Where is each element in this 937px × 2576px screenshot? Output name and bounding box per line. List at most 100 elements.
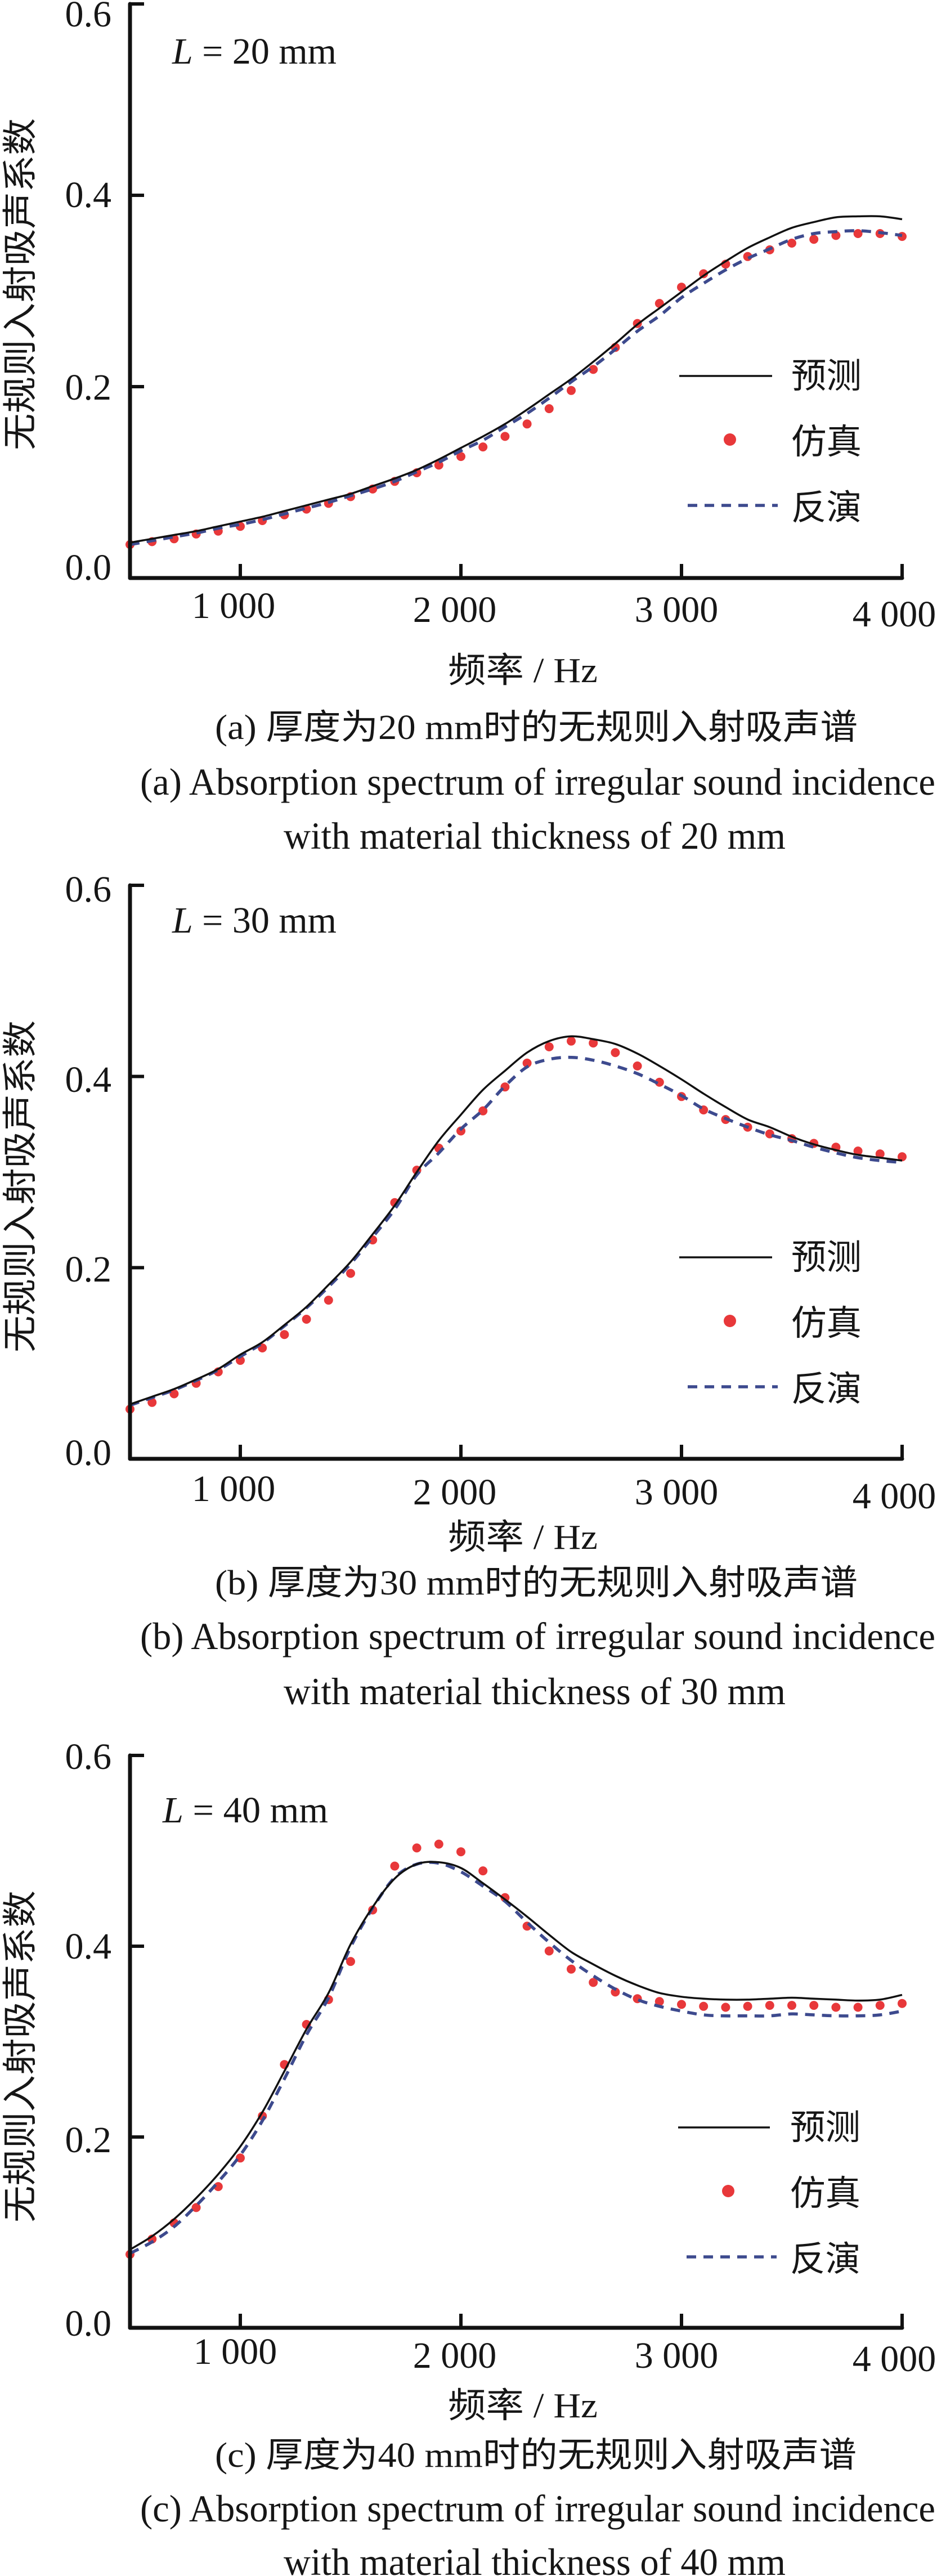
series-simulated-point bbox=[522, 1058, 532, 1068]
legend: 预测 仿真 反演 bbox=[679, 357, 862, 527]
annotation-value: = 20 mm bbox=[193, 31, 337, 72]
series-simulated-point bbox=[853, 1146, 863, 1156]
legend-label-predicted: 预测 bbox=[790, 2109, 860, 2147]
series-simulated-points bbox=[125, 1036, 907, 1414]
series-simulated-point bbox=[589, 1038, 598, 1048]
series-predicted-line bbox=[129, 1861, 903, 2251]
series-inverted-line bbox=[129, 1861, 903, 2255]
caption-en-line-2: with material thickness of 20 mm bbox=[284, 814, 786, 857]
x-tick-label-1000: 1 000 bbox=[194, 2331, 277, 2372]
series-simulated-points bbox=[125, 1839, 907, 2259]
legend-marker-swatch bbox=[724, 1315, 736, 1327]
legend-label-inverted: 反演 bbox=[790, 2241, 860, 2279]
series-simulated-points bbox=[125, 229, 907, 549]
caption-en-line-2: with material thickness of 30 mm bbox=[284, 1670, 786, 1713]
y-tick-label-0.4: 0.4 bbox=[65, 1926, 112, 1967]
series-simulated-point bbox=[898, 1999, 907, 2008]
y-tick-label-0.0: 0.0 bbox=[65, 547, 112, 588]
series-simulated-point bbox=[875, 2001, 885, 2010]
legend-label-predicted: 预测 bbox=[791, 1239, 862, 1277]
legend: 预测 仿真 反演 bbox=[679, 1239, 862, 1409]
legend-marker-swatch bbox=[724, 433, 736, 446]
series-simulated-point bbox=[589, 365, 598, 374]
x-tick-label-4000: 4 000 bbox=[853, 594, 936, 635]
series-predicted-line bbox=[129, 1035, 903, 1405]
series-simulated-point bbox=[390, 1861, 400, 1871]
x-axis-title: 频率 / Hz bbox=[448, 1518, 598, 1557]
x-tick-label-2000: 2 000 bbox=[413, 2335, 497, 2376]
caption-en-line-1: (c) Absorption spectrum of irregular sou… bbox=[140, 2487, 935, 2530]
series-simulated-point bbox=[500, 432, 510, 441]
series-simulated-point bbox=[721, 2002, 730, 2012]
series-simulated-point bbox=[544, 1946, 554, 1956]
series-simulated-point bbox=[478, 442, 488, 452]
series-simulated-point bbox=[434, 1839, 443, 1849]
series-simulated-point bbox=[544, 404, 554, 414]
y-tick-label-0.2: 0.2 bbox=[65, 2120, 112, 2161]
series-simulated-point bbox=[191, 2203, 201, 2212]
y-axis-title: 无规则入射吸声系数 bbox=[2, 1890, 40, 2223]
y-tick-label-0.0: 0.0 bbox=[65, 2303, 112, 2344]
series-simulated-point bbox=[853, 2002, 863, 2012]
y-tick-label-0.6: 0.6 bbox=[65, 0, 112, 35]
plot-area-c bbox=[125, 1753, 907, 2330]
annotation-value: = 40 mm bbox=[183, 1790, 328, 1831]
legend-label-simulated: 仿真 bbox=[791, 423, 862, 462]
y-axis-title: 无规则入射吸声系数 bbox=[2, 118, 40, 450]
caption-en-line-1: (a) Absorption spectrum of irregular sou… bbox=[140, 760, 935, 803]
x-tick-label-4000: 4 000 bbox=[853, 1476, 936, 1517]
series-inverted-line bbox=[129, 229, 903, 546]
series-inverted-line bbox=[129, 1055, 903, 1407]
series-simulated-point bbox=[699, 2001, 709, 2011]
y-tick-label-0.2: 0.2 bbox=[65, 1249, 112, 1290]
series-simulated-point bbox=[324, 1296, 333, 1305]
series-simulated-point bbox=[544, 1042, 554, 1051]
series-simulated-point bbox=[478, 1866, 488, 1876]
legend-marker-swatch bbox=[722, 2185, 734, 2197]
caption-en-line-2: with material thickness of 40 mm bbox=[284, 2541, 786, 2576]
legend: 预测 仿真 反演 bbox=[678, 2109, 860, 2279]
x-tick-label-1000: 1 000 bbox=[192, 585, 276, 626]
x-tick-label-3000: 3 000 bbox=[635, 589, 719, 630]
series-simulated-point bbox=[787, 2001, 796, 2010]
series-simulated-point bbox=[875, 1149, 885, 1159]
annotation-variable: L bbox=[162, 1790, 183, 1831]
thickness-annotation: L = 40 mm bbox=[162, 1790, 328, 1831]
thickness-annotation: L = 20 mm bbox=[172, 31, 337, 72]
panel-c: 无规则入射吸声系数 0.6 0.4 0.2 0.0 1 000 2 000 3 … bbox=[2, 1736, 936, 2576]
annotation-variable: L bbox=[172, 900, 193, 941]
legend-label-simulated: 仿真 bbox=[791, 1305, 862, 1343]
y-tick-label-0.4: 0.4 bbox=[65, 1059, 112, 1100]
annotation-value: = 30 mm bbox=[193, 900, 337, 941]
series-simulated-point bbox=[787, 239, 796, 248]
legend-label-inverted: 反演 bbox=[791, 489, 862, 527]
caption-cn: (b) 厚度为30 mm时的无规则入射吸声谱 bbox=[215, 1564, 858, 1602]
y-tick-label-0.0: 0.0 bbox=[65, 1432, 112, 1473]
caption-cn: (a) 厚度为20 mm时的无规则入射吸声谱 bbox=[215, 709, 858, 747]
series-simulated-point bbox=[654, 1997, 664, 2006]
series-simulated-point bbox=[280, 1330, 289, 1339]
x-tick-label-4000: 4 000 bbox=[853, 2338, 936, 2380]
x-axis-title: 频率 / Hz bbox=[448, 2387, 598, 2425]
x-tick-label-2000: 2 000 bbox=[413, 589, 497, 630]
series-simulated-point bbox=[743, 2001, 752, 2011]
y-tick-label-0.4: 0.4 bbox=[65, 174, 112, 216]
series-simulated-point bbox=[500, 1893, 510, 1902]
series-simulated-point bbox=[898, 1152, 907, 1162]
series-simulated-point bbox=[567, 1964, 576, 1974]
series-simulated-point bbox=[633, 1061, 642, 1070]
series-simulated-point bbox=[213, 2182, 223, 2192]
series-simulated-point bbox=[611, 1048, 620, 1058]
legend-label-simulated: 仿真 bbox=[790, 2175, 860, 2213]
series-simulated-point bbox=[346, 1957, 355, 1966]
series-simulated-point bbox=[522, 419, 532, 429]
annotation-variable: L bbox=[172, 31, 193, 72]
x-tick-label-3000: 3 000 bbox=[635, 2335, 719, 2376]
legend-label-inverted: 反演 bbox=[791, 1370, 862, 1409]
series-simulated-point bbox=[567, 386, 576, 395]
series-predicted-line bbox=[129, 215, 903, 544]
legend-label-predicted: 预测 bbox=[791, 357, 862, 396]
x-tick-label-1000: 1 000 bbox=[192, 1468, 276, 1509]
